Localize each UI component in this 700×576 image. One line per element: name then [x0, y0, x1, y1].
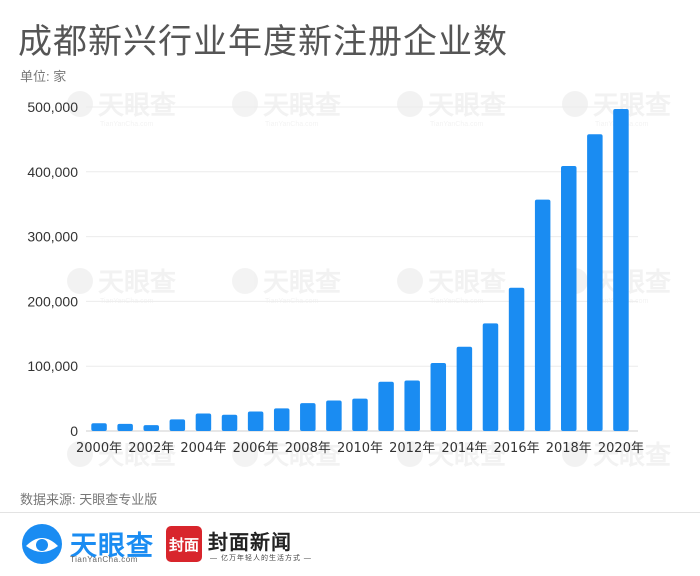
watermark-eye-icon — [397, 441, 423, 467]
footer-divider — [0, 512, 700, 513]
x-tick-label: 2004年 — [180, 441, 226, 456]
y-tick-label: 500,000 — [27, 99, 78, 115]
unit-label: 单位: 家 — [20, 69, 67, 84]
watermark-text: 天眼查 — [263, 441, 341, 470]
watermark-text: 天眼查 — [98, 91, 176, 121]
bar — [508, 287, 525, 431]
bar — [91, 423, 107, 431]
watermark-eye-icon — [67, 91, 93, 117]
x-tick-label: 2000年 — [76, 441, 122, 456]
x-tick-label: 2016年 — [494, 441, 540, 456]
eye-icon — [22, 524, 62, 564]
tianyancha-name: 天眼查 — [70, 531, 154, 562]
bar — [273, 408, 290, 431]
bar — [195, 413, 212, 431]
bar-chart: 天眼查TianYanCha.com天眼查TianYanCha.com天眼查Tia… — [27, 91, 671, 470]
watermark-text: 天眼查 — [593, 268, 671, 298]
watermark-text: 天眼查 — [428, 91, 506, 121]
watermark-text: 天眼查 — [593, 441, 671, 470]
watermark-eye-icon — [397, 91, 423, 117]
x-tick-label: 2012年 — [389, 441, 435, 456]
watermark-text: 天眼查 — [593, 91, 671, 121]
watermark-eye-icon — [67, 268, 93, 294]
watermark-eye-icon — [562, 441, 588, 467]
bar — [613, 108, 629, 431]
fengmian-mark: 封面 — [166, 526, 202, 562]
watermark-eye-icon — [562, 91, 588, 117]
bar — [378, 381, 394, 431]
x-tick-label: 2006年 — [233, 441, 279, 456]
fengmian-slogan: — 亿万年轻人的生活方式 — — [210, 555, 312, 562]
fengmian-logo: 封面 封面新闻 — 亿万年轻人的生活方式 — — [166, 522, 326, 570]
watermark-text: 天眼查 — [428, 268, 506, 298]
bar — [221, 414, 238, 431]
watermark-eye-icon — [397, 268, 423, 294]
bar — [404, 380, 420, 431]
data-source: 数据来源: 天眼查专业版 — [20, 492, 158, 507]
chart-title: 成都新兴行业年度新注册企业数 — [18, 22, 508, 62]
tianyancha-logo: 天眼查 TianYanCha.com — [20, 522, 155, 570]
bar — [247, 411, 264, 431]
bar — [169, 419, 186, 431]
x-tick-label: 2020年 — [598, 441, 644, 456]
bar — [143, 425, 159, 431]
bar — [561, 165, 577, 431]
watermark-sub: TianYanCha.com — [430, 121, 483, 128]
watermark-text: 天眼查 — [98, 441, 176, 470]
tianyancha-url: TianYanCha.com — [70, 555, 138, 564]
watermark-text: 天眼查 — [263, 91, 341, 121]
bar — [117, 423, 133, 431]
watermark-eye-icon — [232, 268, 258, 294]
watermark-text: 天眼查 — [98, 268, 176, 298]
y-tick-label: 200,000 — [27, 293, 78, 309]
bar — [352, 398, 368, 431]
watermark-text: 天眼查 — [428, 441, 506, 470]
y-tick-label: 0 — [70, 423, 78, 439]
bar — [430, 362, 447, 431]
y-tick-label: 100,000 — [27, 358, 78, 374]
y-tick-label: 400,000 — [27, 164, 78, 180]
watermark-sub: TianYanCha.com — [100, 121, 153, 128]
bar — [326, 400, 342, 431]
x-tick-label: 2008年 — [285, 441, 331, 456]
bar — [534, 199, 551, 431]
x-tick-label: 2018年 — [546, 441, 592, 456]
fengmian-name: 封面新闻 — [208, 530, 292, 554]
watermark-eye-icon — [232, 441, 258, 467]
bar — [482, 323, 499, 431]
watermark-eye-icon — [232, 91, 258, 117]
bar — [587, 134, 603, 431]
bar — [456, 346, 473, 431]
x-tick-label: 2002年 — [128, 441, 174, 456]
x-tick-label: 2010年 — [337, 441, 383, 456]
y-tick-label: 300,000 — [27, 229, 78, 245]
watermark-text: 天眼查 — [263, 268, 341, 298]
watermark-sub: TianYanCha.com — [265, 121, 318, 128]
x-tick-label: 2014年 — [441, 441, 487, 456]
bar — [300, 403, 316, 431]
watermark-eye-icon — [67, 441, 93, 467]
